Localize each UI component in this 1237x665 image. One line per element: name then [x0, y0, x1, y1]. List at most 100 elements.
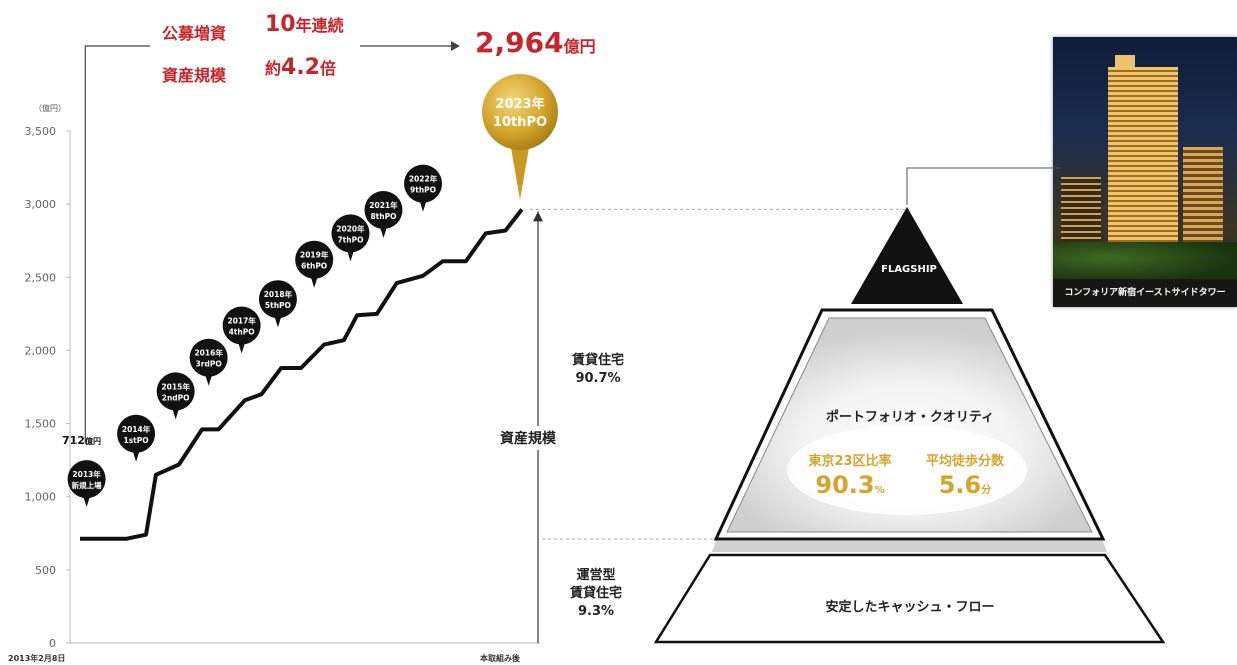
asset-growth-line	[80, 208, 524, 541]
photo-connector	[906, 167, 1060, 205]
mid-side-line2: 90.7%	[575, 371, 621, 386]
balloon-year: 2021年	[369, 200, 398, 210]
y-tick-label: 2,000	[25, 344, 57, 357]
x-start-label: 2013年2月8日	[8, 654, 66, 663]
stat-walk-minutes-value: 5.6	[938, 471, 982, 499]
tower-crown-shape	[1115, 55, 1135, 69]
y-tick-label: 1,000	[25, 491, 57, 504]
x-end-label: 本取組み後	[480, 654, 520, 663]
balloon-circle	[404, 164, 443, 203]
trees-shape	[1053, 242, 1237, 282]
y-axis: 0 500 1,000 1,500 2,000 2,500 3,000 3,500	[25, 125, 540, 650]
balloon-year: 2018年	[264, 289, 293, 299]
gold-balloon-pointer	[510, 142, 530, 200]
balloon-circle	[67, 460, 106, 499]
balloon-circle	[189, 338, 228, 377]
po-balloon: 2016年 3rdPO	[189, 338, 228, 386]
building-photo: コンフォリア新宿イーストサイドタワー	[1053, 37, 1237, 307]
balloon-po: 新規上場	[72, 480, 102, 490]
stat-walk-minutes-label: 平均徒歩分数	[925, 454, 1004, 469]
pyramid	[653, 167, 1166, 644]
gold-balloon-year: 2023年	[495, 96, 544, 112]
portfolio-quality-title: ポートフォリオ・クオリティ	[825, 410, 995, 425]
balloon-po: 9thPO	[410, 186, 436, 195]
stat-tokyo-ratio: 東京23区比率 90.3%	[790, 450, 910, 499]
stat-tokyo-ratio-value: 90.3	[815, 471, 875, 499]
balloon-circle	[295, 240, 334, 279]
bottom-side-line3: 9.3%	[577, 604, 615, 619]
start-annotation: 712億円	[62, 429, 101, 448]
pyramid-highlight	[787, 425, 1027, 515]
pyramid-bottom	[653, 553, 1166, 644]
po-balloon: 2022年 9thPO	[404, 164, 443, 212]
balloon-po: 4thPO	[229, 328, 255, 337]
stat-walk-minutes-unit: 分	[981, 485, 992, 496]
bottom-side-line2: 賃貸住宅	[569, 586, 622, 601]
photo-caption: コンフォリア新宿イーストサイドタワー	[1053, 279, 1237, 307]
gold-balloon: 2023年 10thPO	[482, 74, 558, 200]
asset-scale-label: 資産規模	[500, 426, 556, 450]
header-asset-unit: 倍	[320, 59, 337, 78]
header-total-unit: 億円	[563, 37, 596, 56]
pyramid-top-flagship	[851, 207, 963, 304]
balloon-year: 2017年	[227, 316, 256, 326]
flagship-label: FLAGSHIP	[881, 264, 937, 275]
header-asset-value: 約4.2倍	[265, 55, 336, 80]
balloon-year: 2015年	[161, 381, 190, 391]
po-balloons: 2013年新規上場2014年1stPO2015年2ndPO2016年3rdPO2…	[67, 74, 558, 508]
po-balloon: 2017年 4thPO	[222, 306, 261, 354]
balloon-po: 2ndPO	[162, 393, 190, 402]
stat-tokyo-ratio-unit: %	[874, 485, 885, 496]
balloon-year: 2020年	[336, 223, 365, 233]
header-offerings-unit: 年連続	[295, 16, 344, 35]
stable-cashflow-label: 安定したキャッシュ・フロー	[825, 600, 995, 615]
po-balloon: 2018年 5thPO	[258, 280, 297, 328]
y-tick-label: 0	[49, 637, 56, 650]
header-asset-number: 4.2	[281, 55, 320, 80]
bottom-side-label: 運営型 賃貸住宅 9.3%	[566, 567, 626, 621]
balloon-circle	[156, 372, 195, 411]
balloon-po: 5thPO	[265, 301, 291, 310]
gold-balloon-po: 10thPO	[493, 115, 547, 130]
balloon-year: 2019年	[300, 250, 329, 260]
y-tick-label: 2,500	[25, 271, 57, 284]
header-offerings-value: 10年連続	[265, 12, 344, 37]
balloon-year: 2014年	[122, 424, 151, 434]
po-balloon: 2015年 2ndPO	[156, 372, 195, 420]
balloon-year: 2022年	[409, 174, 438, 184]
balloon-circle	[258, 280, 297, 319]
balloon-year: 2016年	[194, 348, 223, 358]
balloon-po: 1stPO	[124, 436, 149, 445]
balloon-po: 6thPO	[301, 262, 327, 271]
header-asset-prefix: 約	[265, 59, 282, 78]
y-tick-label: 500	[35, 564, 56, 577]
stat-tokyo-ratio-label: 東京23区比率	[808, 454, 892, 469]
balloon-circle	[364, 190, 403, 229]
gold-balloon-circle	[482, 74, 558, 150]
start-annotation-unit: 億円	[84, 436, 101, 446]
y-axis-unit: （億円）	[34, 104, 66, 113]
asset-scale-arrow-head	[533, 211, 543, 222]
y-tick-label: 3,500	[25, 125, 57, 138]
bottom-side-line1: 運営型	[576, 568, 616, 583]
po-balloon: 2014年 1stPO	[117, 414, 156, 462]
header-total: 2,964億円	[475, 26, 596, 59]
po-balloon: 2021年 8thPO	[364, 190, 403, 238]
balloon-po: 7thPO	[337, 235, 363, 244]
pyramid-band	[712, 541, 1107, 552]
header-label-offerings: 公募増資	[162, 24, 227, 43]
mid-side-label: 賃貸住宅 90.7%	[572, 352, 624, 388]
balloon-year: 2013年	[72, 469, 101, 479]
bracket-line	[84, 45, 150, 444]
tower-shape	[1108, 67, 1178, 272]
header-arrow-head	[451, 41, 460, 51]
po-balloon: 2020年 7thPO	[331, 214, 370, 262]
header-label-asset: 資産規模	[162, 66, 227, 85]
growth-bracket	[84, 41, 460, 444]
header-offerings-number: 10	[265, 12, 296, 37]
stat-walk-minutes: 平均徒歩分数 5.6分	[910, 450, 1020, 499]
start-annotation-value: 712	[62, 433, 85, 447]
